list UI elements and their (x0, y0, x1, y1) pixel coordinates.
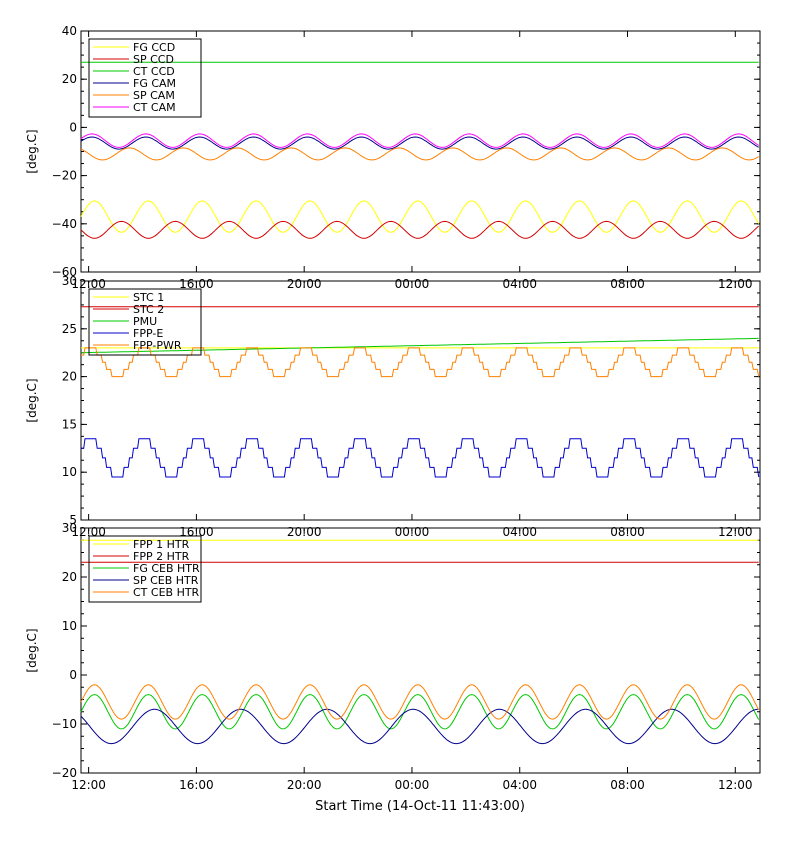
legend-label: SP CEB HTR (133, 574, 199, 587)
y-axis-label: [deg.C] (25, 129, 39, 173)
legend-label: FG CAM (133, 77, 176, 90)
y-tick-label: 15 (62, 417, 77, 431)
legend-label: STC 1 (133, 291, 164, 304)
y-tick-label: −20 (52, 766, 77, 780)
y-axis-label: [deg.C] (25, 628, 39, 672)
y-tick-label: −40 (52, 217, 77, 231)
series-line-sp-ceb-htr (80, 708, 759, 745)
legend-box (88, 288, 202, 356)
series-line-fg-ccd (80, 200, 760, 233)
series-line-fpp-pwr (81, 347, 760, 378)
y-tick-label: −20 (52, 169, 77, 183)
y-tick-label: 10 (62, 619, 77, 633)
series-line-fg-ceb-htr (80, 694, 760, 730)
y-tick-label: 0 (69, 668, 77, 682)
series-line-pmu (81, 337, 759, 354)
y-tick-label: 30 (62, 521, 77, 535)
legend-label: FPP 2 HTR (133, 550, 190, 563)
legend-label: CT CAM (133, 101, 176, 114)
legend-label: FPP-PWR (133, 339, 182, 352)
y-tick-label: 20 (62, 570, 77, 584)
y-tick-label: 40 (62, 24, 77, 38)
y-tick-label: 5 (69, 513, 77, 527)
legend-label: FG CCD (133, 41, 175, 54)
x-tick-label: 04:00 (502, 778, 537, 792)
y-tick-label: −10 (52, 717, 77, 731)
legend-label: FG CEB HTR (133, 562, 200, 575)
x-tick-label: 20:00 (287, 778, 322, 792)
y-tick-label: −60 (52, 265, 77, 279)
legend-label: STC 2 (133, 303, 164, 316)
y-tick-label: 25 (62, 322, 77, 336)
series-line-fpp-e (81, 438, 760, 478)
x-tick-label: 00:00 (395, 778, 430, 792)
series-line-fg-cam (80, 136, 759, 150)
x-tick-label: 16:00 (179, 778, 214, 792)
series-line-ct-cam (80, 133, 759, 148)
x-tick-label: 08:00 (610, 778, 645, 792)
legend-label: FPP-E (133, 327, 163, 340)
x-axis-label: Start Time (14-Oct-11 11:43:00) (315, 799, 525, 814)
legend-label: FPP 1 HTR (133, 538, 190, 551)
series-line-sp-cam (80, 147, 759, 161)
legend-label: CT CEB HTR (133, 586, 200, 599)
legend-box (88, 535, 202, 603)
y-tick-label: 20 (62, 370, 77, 384)
y-tick-label: 0 (69, 120, 77, 134)
series-line-sp-ccd (80, 220, 760, 239)
series-line-ct-ceb-htr (80, 684, 760, 720)
legend-label: PMU (133, 315, 157, 328)
x-tick-label: 12:00 (71, 778, 106, 792)
legend-label: SP CCD (133, 53, 174, 66)
y-tick-label: 10 (62, 465, 77, 479)
legend-box (88, 38, 202, 118)
y-tick-label: 20 (62, 72, 77, 86)
plot-frame-2 (80, 280, 761, 521)
legend-label: CT CCD (133, 65, 175, 78)
x-tick-label: 12:00 (718, 778, 753, 792)
legend-label: SP CAM (133, 89, 175, 102)
y-tick-label: 30 (62, 274, 77, 288)
y-axis-label: [deg.C] (25, 378, 39, 422)
